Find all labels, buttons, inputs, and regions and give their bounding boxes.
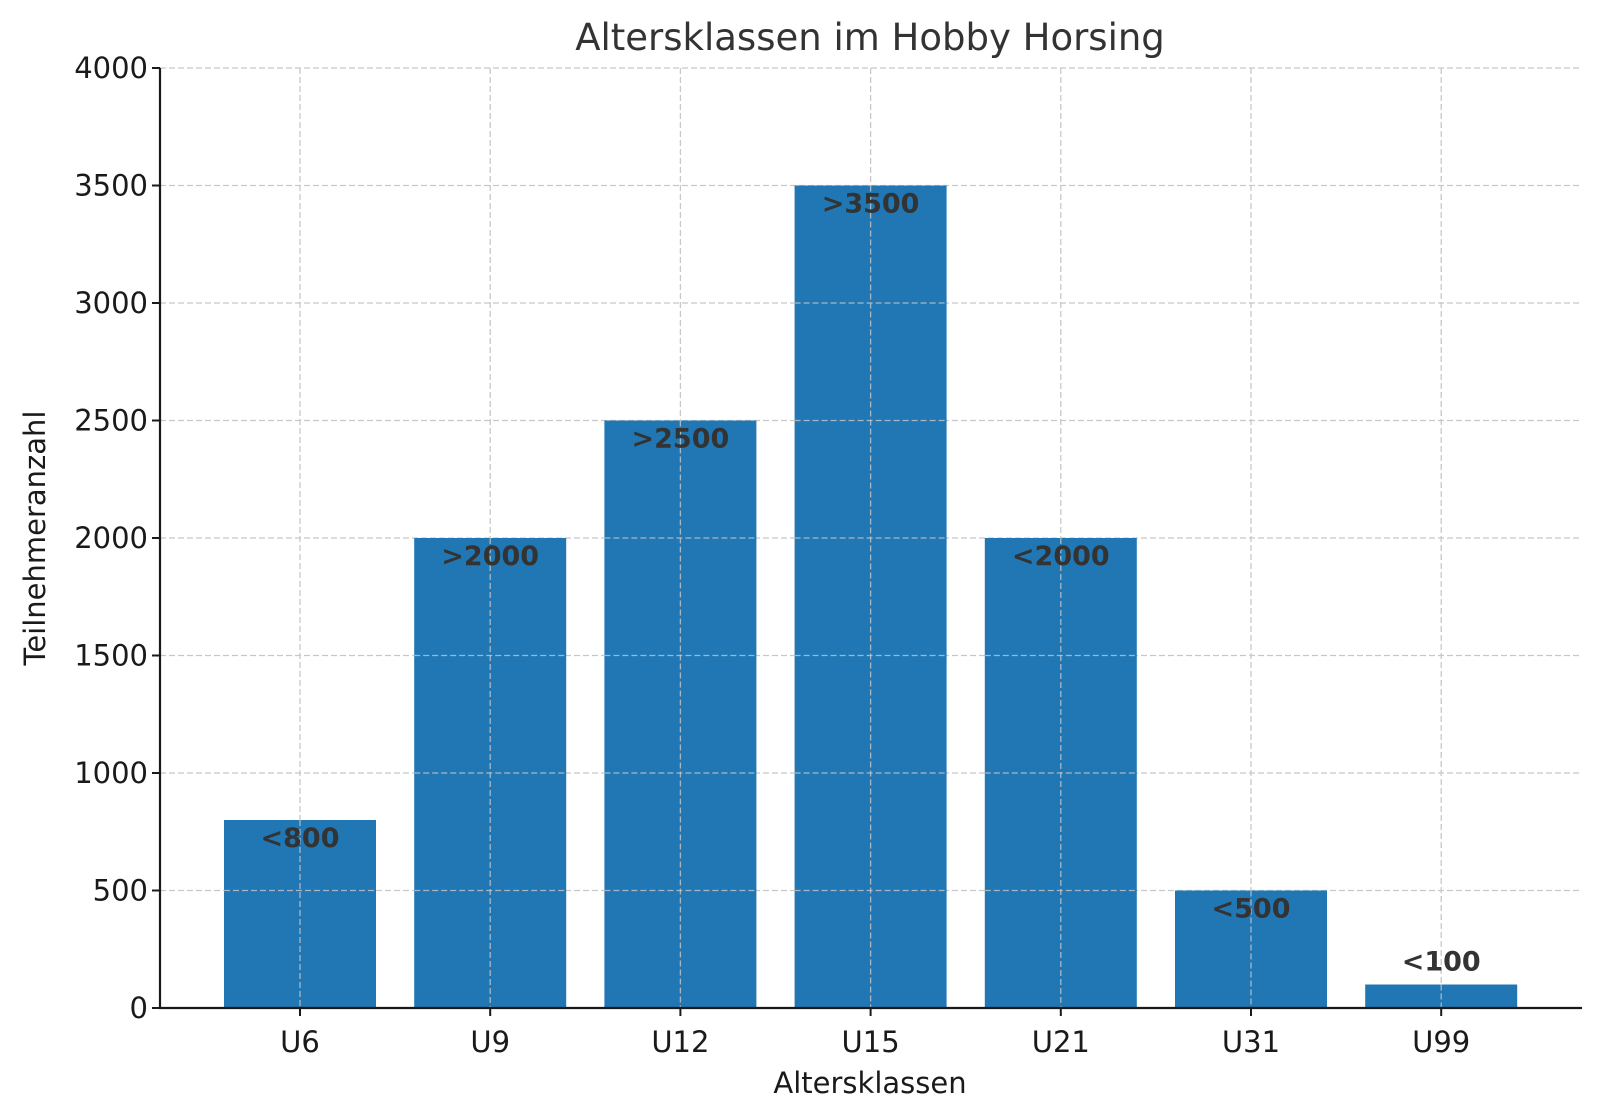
bar-u15 xyxy=(794,185,947,1008)
x-tick-label: U31 xyxy=(1222,1025,1280,1059)
x-axis: U6 U9 U12 U15 U21 U31 U99 xyxy=(159,1006,1582,1059)
x-tick-label: U15 xyxy=(842,1025,900,1059)
y-tick-label: 3500 xyxy=(74,169,148,203)
x-tick-label: U6 xyxy=(280,1025,320,1059)
bar-value-label: <2000 xyxy=(1012,541,1110,572)
chart-title: Altersklassen im Hobby Horsing xyxy=(575,16,1165,59)
bar-value-label: >3500 xyxy=(822,189,920,220)
bar-value-label: >2000 xyxy=(441,541,539,572)
x-tick-label: U9 xyxy=(470,1025,510,1059)
bar-value-label: <500 xyxy=(1212,894,1291,925)
y-tick-label: 0 xyxy=(130,991,148,1025)
bars: <800 >2000 >2500 >3500 <2000 <500 <100 xyxy=(224,185,1518,1008)
y-tick-label: 500 xyxy=(93,874,148,908)
y-tick-label: 2500 xyxy=(74,404,148,438)
x-tick-label: U21 xyxy=(1032,1025,1090,1059)
y-tick-label: 1500 xyxy=(74,639,148,673)
y-tick-label: 3000 xyxy=(74,286,148,320)
x-tick-label: U99 xyxy=(1412,1025,1470,1059)
y-axis: 0 500 1000 1500 2000 2500 3000 3500 4000 xyxy=(74,51,162,1025)
x-tick-label: U12 xyxy=(651,1025,709,1059)
y-axis-label: Teilnehmeranzahl xyxy=(18,411,52,667)
y-tick-label: 1000 xyxy=(74,756,148,790)
bar-value-label: <800 xyxy=(261,823,340,854)
bar-value-label: >2500 xyxy=(632,424,730,455)
x-axis-label: Altersklassen xyxy=(773,1066,966,1100)
y-tick-label: 4000 xyxy=(74,51,148,85)
bar-value-label: <100 xyxy=(1402,947,1481,978)
y-tick-label: 2000 xyxy=(74,521,148,555)
